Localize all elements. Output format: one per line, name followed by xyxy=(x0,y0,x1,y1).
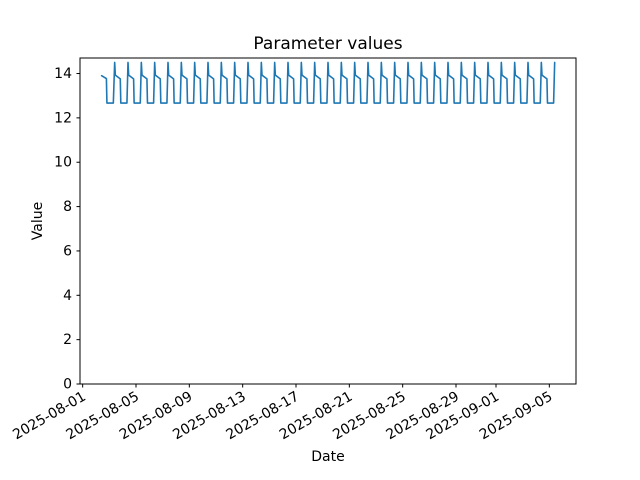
x-axis-ticks: 2025-08-012025-08-052025-08-092025-08-13… xyxy=(10,384,555,443)
y-tick-label: 10 xyxy=(54,155,72,171)
y-tick-label: 0 xyxy=(63,377,72,393)
y-tick-label: 6 xyxy=(63,243,72,259)
y-tick-label: 8 xyxy=(63,199,72,215)
y-tick-label: 2 xyxy=(63,332,72,348)
series-group xyxy=(100,61,556,104)
y-axis-ticks: 0 2 4 6 8 10 12 14 xyxy=(54,66,80,393)
series-line xyxy=(100,61,556,104)
chart-title: Parameter values xyxy=(253,34,402,54)
plot-border xyxy=(79,57,577,385)
x-axis-label: Date xyxy=(311,449,344,465)
y-axis-label: Value xyxy=(30,202,46,240)
y-tick-label: 4 xyxy=(63,288,72,304)
y-tick-label: 14 xyxy=(54,66,72,82)
y-tick-label: 12 xyxy=(54,110,72,126)
